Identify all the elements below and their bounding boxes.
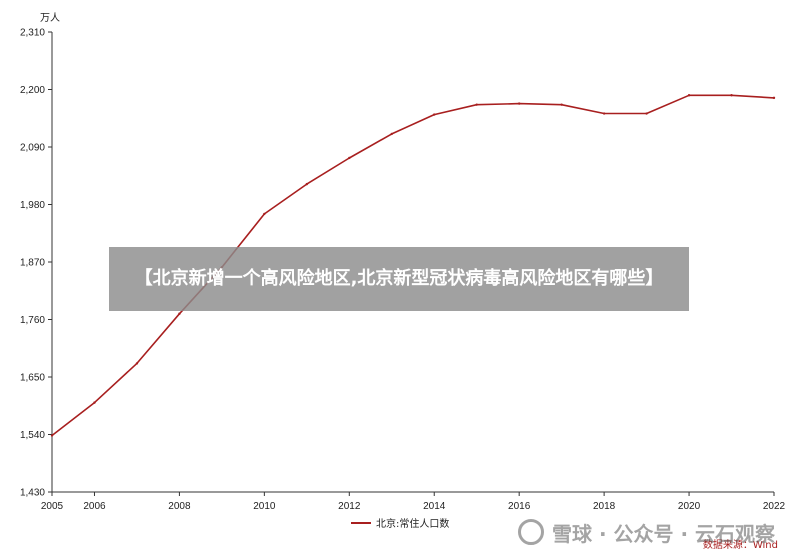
data-point — [263, 212, 266, 216]
data-point — [730, 94, 733, 97]
data-point — [645, 112, 648, 115]
data-point — [348, 156, 351, 160]
x-tick-label: 2012 — [338, 501, 361, 512]
x-tick-label: 2008 — [168, 501, 191, 512]
legend-label: 北京:常住人口数 — [376, 517, 449, 530]
y-tick-label: 1,760 — [20, 315, 45, 326]
y-tick-label: 1,870 — [20, 258, 45, 269]
x-tick-label: 2022 — [763, 501, 786, 512]
x-tick-label: 2010 — [253, 501, 276, 512]
data-point — [135, 362, 139, 365]
data-point — [390, 132, 393, 136]
data-point — [50, 434, 54, 437]
watermark-text: 雪球 · 公众号 · 云石观察 — [552, 521, 776, 546]
series-line — [51, 94, 775, 437]
y-tick-label: 2,090 — [20, 143, 45, 154]
x-tick-label: 2016 — [508, 501, 531, 512]
headline-text: 【北京新增一个高风险地区,北京新型冠状病毒高风险地区有哪些】 — [134, 268, 664, 289]
data-point — [475, 103, 478, 106]
y-tick-label: 1,980 — [20, 200, 45, 211]
data-point — [602, 112, 606, 115]
x-tick-label: 2014 — [423, 501, 446, 512]
data-point — [433, 113, 436, 116]
x-tick-label: 2006 — [83, 501, 106, 512]
data-point — [178, 312, 181, 315]
x-tick-label: 2018 — [593, 501, 616, 512]
legend: 北京:常住人口数 — [351, 517, 449, 530]
y-tick-label: 2,200 — [20, 85, 45, 96]
y-tick-label: 2,310 — [20, 28, 45, 39]
data-point — [560, 103, 563, 106]
y-tick-label: 1,540 — [20, 430, 45, 441]
x-tick-label: 2020 — [678, 501, 701, 512]
data-point — [93, 401, 96, 404]
y-tick-label: 1,650 — [20, 373, 45, 384]
y-tick-label: 1,430 — [20, 488, 45, 499]
x-tick-label: 2005 — [41, 501, 64, 512]
source-note: 数据来源：Wind — [703, 538, 778, 551]
headline-banner: 【北京新增一个高风险地区,北京新型冠状病毒高风险地区有哪些】 — [109, 247, 689, 311]
snowball-logo-icon — [518, 519, 544, 545]
y-axis-ticks: 1,430 1,540 1,650 1,760 1,870 1,980 2,090 2,200… — [20, 28, 52, 499]
x-axis-ticks: 2005 2006 2008 2010 2012 2014 2016 2018 2020 2022 — [41, 492, 786, 512]
data-point — [305, 182, 309, 186]
data-point — [687, 94, 691, 97]
watermark: 雪球 · 公众号 · 云石观察 — [518, 512, 775, 552]
data-point — [517, 102, 521, 105]
y-axis-unit: 万人 — [40, 12, 60, 24]
data-point — [772, 96, 776, 100]
